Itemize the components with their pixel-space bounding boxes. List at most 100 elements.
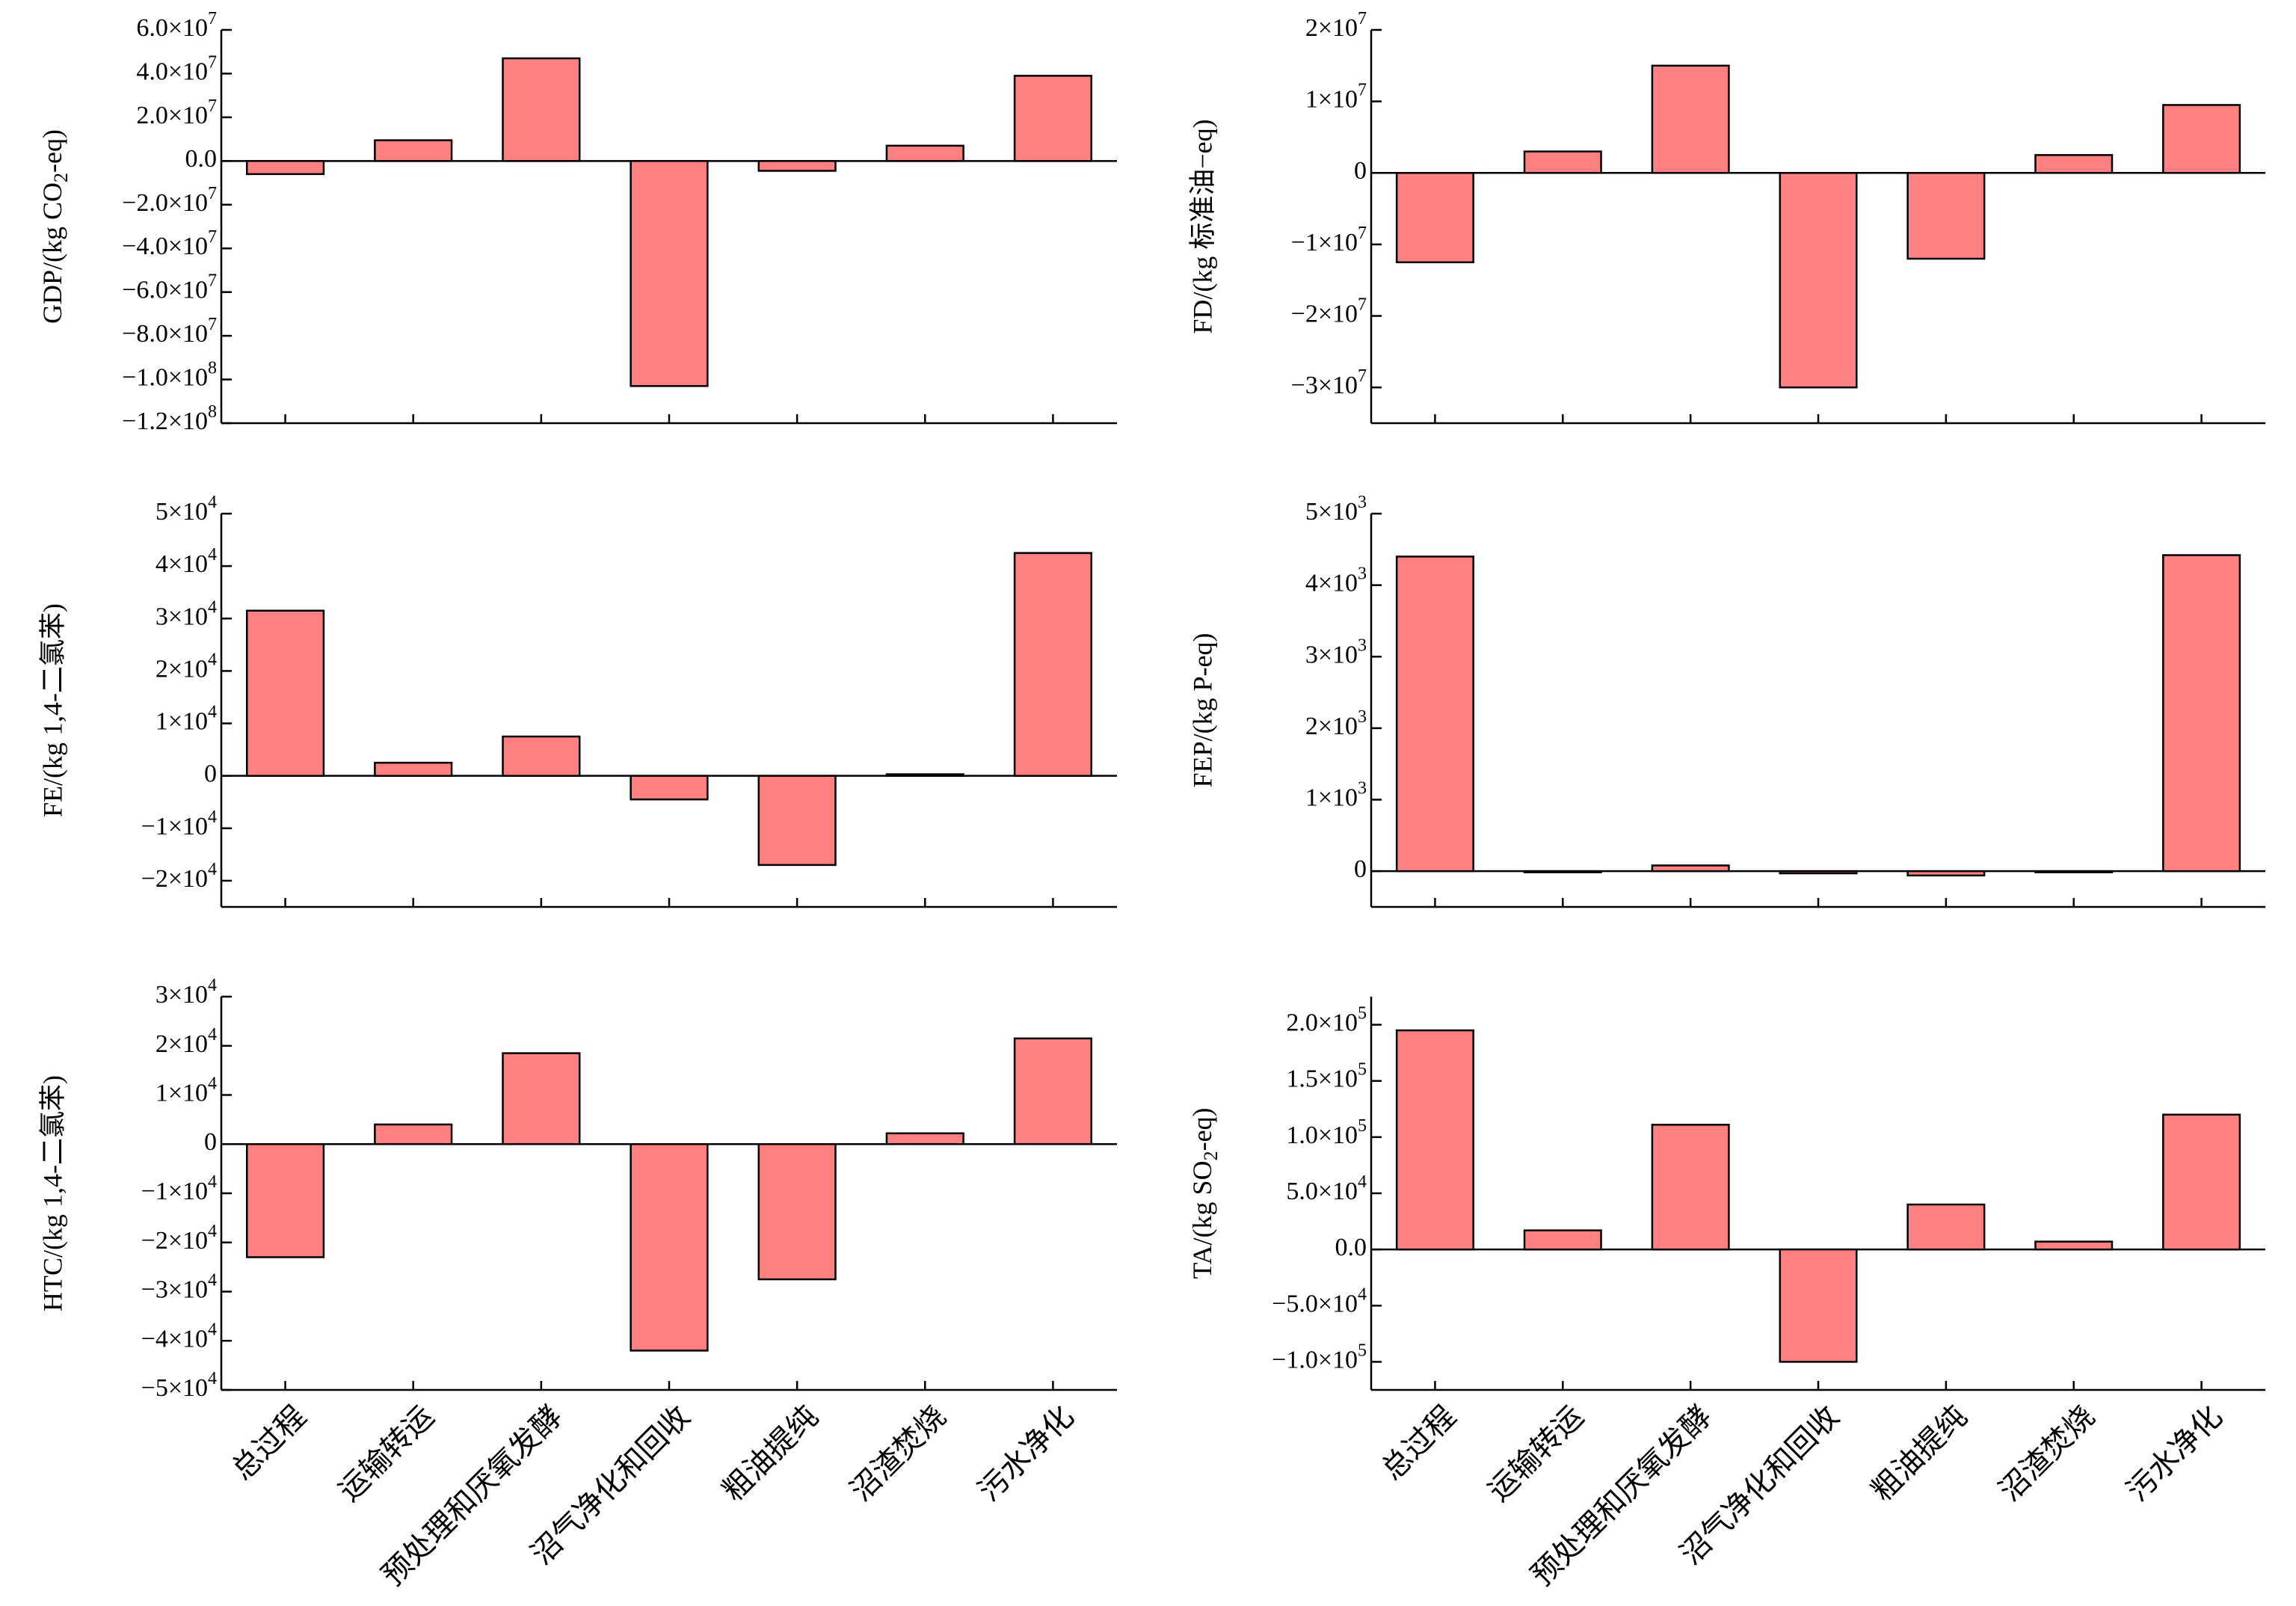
y-tick-label: 0.0 bbox=[1335, 1234, 1367, 1261]
y-tick-label: 2×104 bbox=[156, 650, 217, 683]
panel-htc: 3×104 2×104 1×104 0 −1×104 −2×104 −3×104 −4×104… bbox=[37, 976, 1117, 1593]
y-tick-label: −2×104 bbox=[141, 859, 217, 892]
y-tick-label: −6.0×107 bbox=[122, 271, 217, 304]
bar-5 bbox=[757, 160, 837, 172]
y-tick-label: −1.2×108 bbox=[122, 402, 217, 435]
bar-2 bbox=[1523, 870, 1602, 873]
bar-1 bbox=[245, 609, 325, 777]
bar-7 bbox=[1013, 552, 1093, 777]
bar-1 bbox=[245, 1143, 325, 1258]
bar-5 bbox=[757, 1143, 837, 1281]
y-tick-label: 4×103 bbox=[1305, 564, 1367, 597]
y-tick-label: 1.0×105 bbox=[1286, 1116, 1367, 1148]
bar-5 bbox=[1906, 172, 1986, 260]
y-tick-label: −1×107 bbox=[1291, 223, 1367, 256]
bar-6 bbox=[885, 773, 964, 777]
y-tick-label: −4×104 bbox=[141, 1320, 217, 1353]
y-tick-label: 0.0 bbox=[185, 145, 218, 173]
y-tick-label: 0 bbox=[1354, 855, 1367, 883]
y-axis-title: FE/(kg 1,4-二氯苯) bbox=[37, 603, 67, 817]
bar-1 bbox=[1395, 1029, 1474, 1251]
y-axis-title: HTC/(kg 1,4-二氯苯) bbox=[37, 1075, 67, 1311]
bar-4 bbox=[630, 1143, 709, 1352]
x-category-label: 运输转运 bbox=[1482, 1400, 1590, 1508]
bar-1 bbox=[1395, 556, 1474, 873]
bar-2 bbox=[1523, 1229, 1602, 1251]
y-tick-label: −1.0×105 bbox=[1272, 1341, 1367, 1373]
bar-4 bbox=[1779, 870, 1858, 875]
y-tick-label: −3×107 bbox=[1291, 366, 1367, 399]
y-axis-title: FD/(kg 标准油−eq) bbox=[1187, 119, 1217, 333]
y-tick-label: 3×103 bbox=[1305, 636, 1367, 668]
panel-ta: 2.0×105 1.5×105 1.0×105 5.0×104 0.0 −5.0×104 −… bbox=[1187, 997, 2265, 1593]
bar-3 bbox=[502, 735, 581, 777]
bar-4 bbox=[1779, 172, 1858, 389]
bar-1 bbox=[245, 160, 325, 176]
y-tick-label: −2×104 bbox=[141, 1221, 217, 1254]
bar-3 bbox=[1651, 64, 1730, 174]
y-tick-label: −1×104 bbox=[141, 1172, 217, 1205]
bar-2 bbox=[374, 761, 453, 777]
y-tick-label: −8.0×107 bbox=[122, 315, 217, 348]
x-category-label: 污水净化 bbox=[2120, 1400, 2229, 1508]
y-tick-label: −3×104 bbox=[141, 1270, 217, 1303]
x-category-label: 总过程 bbox=[225, 1400, 313, 1487]
panel-fe: 5×104 4×104 3×104 2×104 1×104 0 −1×104 −2×104 FE… bbox=[37, 493, 1117, 908]
bar-7 bbox=[2162, 104, 2241, 174]
y-tick-label: 2×104 bbox=[156, 1024, 217, 1057]
y-axis-title: GDP/(kg CO2-eq) bbox=[37, 129, 72, 324]
bar-7 bbox=[1013, 1037, 1093, 1145]
y-tick-label: 0 bbox=[1354, 157, 1367, 185]
y-tick-label: 3×104 bbox=[156, 597, 217, 630]
bar-3 bbox=[502, 57, 581, 162]
bar-7 bbox=[2162, 554, 2241, 873]
x-category-label: 沼渣焚烧 bbox=[1992, 1400, 2101, 1508]
bar-2 bbox=[374, 139, 453, 162]
y-tick-label: −2×107 bbox=[1291, 295, 1367, 327]
panel-gdp: 6.0×107 4.0×107 2.0×107 0.0 −2.0×107 −4.0×107… bbox=[37, 9, 1117, 435]
x-category-label: 运输转运 bbox=[332, 1400, 440, 1508]
y-tick-label: −5×104 bbox=[141, 1369, 217, 1402]
bar-4 bbox=[1779, 1248, 1858, 1363]
bar-5 bbox=[1906, 870, 1986, 877]
bar-6 bbox=[2034, 154, 2114, 174]
bar-3 bbox=[1651, 864, 1730, 873]
y-tick-label: 1×104 bbox=[156, 702, 217, 735]
x-category-label: 粗油提纯 bbox=[1865, 1400, 1973, 1508]
y-tick-label: 4×104 bbox=[156, 545, 217, 578]
bar-5 bbox=[1906, 1203, 1986, 1251]
y-tick-label: 1×107 bbox=[1305, 80, 1367, 113]
y-tick-label: 2×103 bbox=[1305, 707, 1367, 739]
bar-4 bbox=[630, 775, 709, 801]
y-tick-label: 5×104 bbox=[156, 493, 217, 526]
y-tick-label: 2.0×107 bbox=[136, 96, 217, 129]
y-tick-label: 2.0×105 bbox=[1286, 1003, 1367, 1036]
y-tick-label: 2×107 bbox=[1305, 9, 1367, 42]
y-tick-label: 1.5×105 bbox=[1286, 1059, 1367, 1092]
x-category-label: 沼渣焚烧 bbox=[844, 1400, 952, 1508]
y-tick-label: −1×104 bbox=[141, 807, 217, 840]
bar-7 bbox=[2162, 1113, 2241, 1251]
bar-2 bbox=[374, 1123, 453, 1145]
bar-6 bbox=[885, 1132, 964, 1145]
y-tick-label: 0 bbox=[204, 760, 217, 787]
panel-fd: 2×107 1×107 0 −1×107 −2×107 −3×107 FD/(kg 标准油−… bbox=[1187, 9, 2265, 425]
y-tick-label: −1.0×108 bbox=[122, 358, 217, 391]
bar-2 bbox=[1523, 150, 1602, 174]
y-tick-label: 5×103 bbox=[1305, 493, 1367, 526]
x-category-label: 污水净化 bbox=[972, 1400, 1080, 1508]
bar-6 bbox=[2034, 870, 2114, 873]
y-tick-label: −4.0×107 bbox=[122, 227, 217, 260]
y-tick-label: 5.0×104 bbox=[1286, 1172, 1367, 1205]
bar-6 bbox=[885, 144, 964, 162]
bar-3 bbox=[1651, 1124, 1730, 1251]
y-axis-title: FEP/(kg P-eq) bbox=[1187, 633, 1217, 788]
y-tick-label: 6.0×107 bbox=[136, 9, 217, 42]
bar-6 bbox=[2034, 1240, 2114, 1251]
x-category-label: 总过程 bbox=[1375, 1400, 1462, 1487]
panel-fep: 5×103 4×103 3×103 2×103 1×103 0 FEP/(kg P-eq) bbox=[1187, 493, 2265, 908]
y-tick-label: 1×103 bbox=[1305, 778, 1367, 811]
y-tick-label: 1×104 bbox=[156, 1074, 217, 1107]
y-tick-label: −2.0×107 bbox=[122, 183, 217, 216]
